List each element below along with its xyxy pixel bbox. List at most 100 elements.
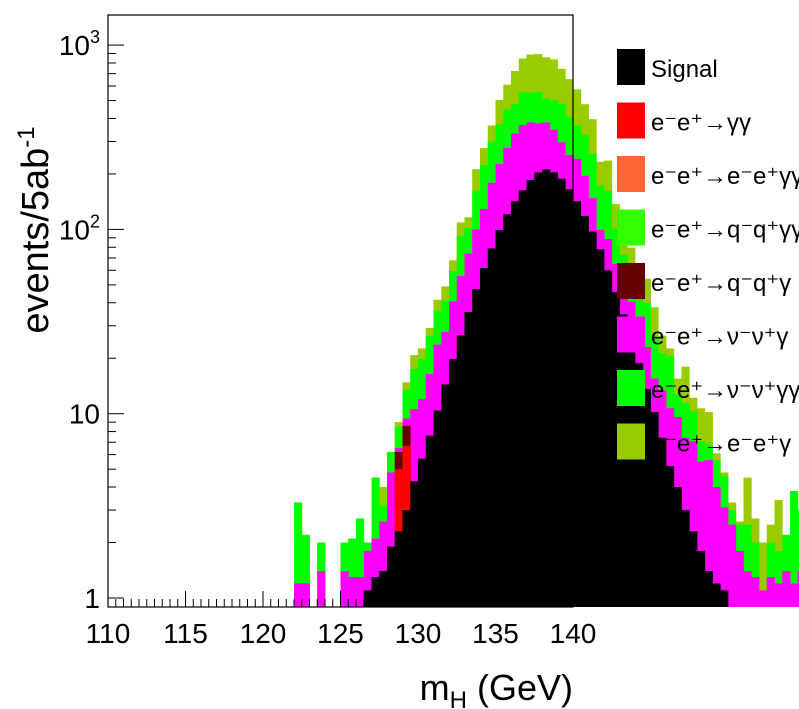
histogram-bar-Signal-52 [511, 201, 520, 607]
legend-swatch [617, 370, 645, 406]
histogram-bar-ee-vvg-76 [697, 461, 706, 607]
y-axis-title: events/5ab-1 [13, 126, 57, 333]
legend-swatch [617, 423, 645, 460]
histogram-bar-ee-vvg-25 [301, 583, 310, 607]
histogram-bar-Signal-78 [712, 583, 721, 607]
y-tick-label: 102 [59, 211, 100, 245]
histogram-bar-ee-vvgg-86 [774, 550, 783, 607]
x-axis-title-sub: H [450, 687, 467, 709]
x-tick-label: 125 [317, 618, 364, 649]
y-tick-label: 1 [84, 583, 100, 614]
y-tick-label: 10 [69, 399, 100, 430]
histogram-bar-ee-vvg-84 [759, 590, 768, 607]
legend-swatch [617, 102, 645, 139]
histogram-bar-ee-vvg-86 [774, 583, 783, 607]
histogram-bar-Signal-41 [425, 435, 434, 607]
histogram-bar-Signal-79 [720, 590, 729, 607]
histogram-bar-ee-vvgg-85 [766, 542, 775, 607]
legend-label: e⁻e⁺→e⁻e⁺γ [651, 431, 791, 458]
x-axis-tick-labels: 110 115 120 125 130 135 140 [86, 618, 597, 649]
histogram-bar-Signal-71 [658, 437, 667, 607]
x-tick-label: 110 [86, 618, 131, 649]
histogram-bar-ee-vvg-30 [340, 571, 349, 607]
histogram-bar-Signal-48 [480, 268, 489, 607]
legend-label: e⁻e⁺→γγ [651, 110, 751, 137]
histogram-bar-Signal-51 [503, 214, 512, 607]
histogram-bar-ee-vvgg-24 [294, 502, 303, 607]
x-tick-label: 120 [240, 618, 287, 649]
histogram-bar-Signal-46 [464, 312, 473, 607]
histogram-bar-Signal-53 [518, 190, 527, 607]
histogram-bar-ee-vvg-32 [356, 577, 365, 607]
legend-swatch [617, 316, 645, 353]
histogram-bar-Signal-64 [604, 270, 613, 607]
histogram-bar-ee-vvgg-25 [301, 534, 310, 607]
histogram-bar-Signal-63 [596, 249, 605, 608]
histogram-bar-Signal-42 [433, 410, 442, 607]
histogram-bar-ee-vvg-80 [728, 524, 737, 607]
histogram-bar-ee-vvgg-31 [348, 538, 357, 607]
legend-label: Signal [651, 56, 718, 83]
histogram-bar-ee-vvg-82 [743, 571, 752, 607]
histogram-bar-ee-vvg-88 [790, 583, 799, 607]
histogram-bar-Signal-57 [549, 172, 558, 607]
histogram-bar-ee-vvg-36 [387, 472, 396, 607]
y-tick-label: 103 [59, 27, 100, 61]
histogram-bar-Signal-56 [542, 169, 551, 607]
histogram-bar-ee-vvg-78 [712, 487, 721, 607]
histogram-bar-ee-vvg-75 [689, 441, 698, 607]
histogram-bar-Signal-49 [487, 248, 496, 607]
histogram-bar-ee-vvgg-87 [782, 534, 791, 607]
histogram-bar-Signal-59 [565, 189, 574, 607]
histogram-bar-Signal-76 [697, 550, 706, 607]
histogram-bar-Signal-50 [495, 230, 504, 608]
histogram-bar-Signal-38 [402, 510, 411, 607]
x-axis-ticks [107, 591, 574, 607]
histogram-bar-Signal-61 [580, 215, 589, 607]
legend-label: e⁻e⁺→ν⁻ν⁺γγ [651, 377, 799, 404]
legend-label: e⁻e⁺→q⁻q⁺γ [651, 270, 791, 297]
histogram-bar-Signal-77 [704, 571, 713, 607]
histogram-bar-Signal-37 [394, 531, 403, 607]
y-axis-title-main: events/5ab [15, 148, 57, 334]
x-tick-label: 140 [550, 618, 597, 649]
histogram-bar-ee-vvg-35 [379, 521, 388, 607]
histogram-bar-Signal-40 [418, 458, 427, 607]
histogram-bar-Signal-35 [379, 571, 388, 607]
legend-swatch [617, 209, 645, 246]
legend-swatch [617, 263, 645, 299]
histogram-bar-Signal-66 [619, 314, 628, 607]
histogram-bar-ee-vvg-87 [782, 571, 791, 607]
histogram-bar-Signal-54 [526, 179, 535, 608]
y-axis-ticks [108, 44, 124, 599]
histogram-bar-ee-vvg-85 [766, 577, 775, 607]
x-axis-title-main: m [420, 667, 450, 708]
histogram-bar-Signal-33 [363, 590, 372, 607]
histogram-bar-ee-vvg-77 [704, 460, 713, 607]
histogram-bar-ee-vvg-79 [720, 507, 729, 607]
x-tick-label: 135 [472, 618, 519, 649]
histogram-bar-Signal-67 [627, 340, 636, 607]
histogram-bar-ee-eeg-84 [759, 542, 768, 607]
histogram-bar-Signal-44 [449, 359, 458, 607]
legend-label: e⁻e⁺→ν⁻ν⁺γ [651, 324, 788, 351]
y-axis-title-sup: -1 [13, 126, 40, 147]
x-tick-label: 130 [395, 618, 442, 649]
histogram-bar-Signal-62 [588, 231, 597, 607]
histogram-bar-ee-vvgg-89 [797, 510, 799, 607]
legend-swatch [617, 156, 645, 192]
histogram-bar-Signal-74 [681, 510, 690, 607]
histogram-bar-Signal-34 [371, 577, 380, 607]
histogram-bar-ee-vvg-34 [371, 538, 380, 607]
x-axis-title-rest: (GeV) [467, 667, 573, 708]
histogram-bar-Signal-47 [472, 289, 481, 607]
histogram-bar-Signal-70 [650, 412, 659, 607]
histogram-bar-ee-vvg-81 [735, 550, 744, 607]
histogram-bar-ee-vvg-83 [751, 577, 760, 607]
histogram-bar-ee-vvgg-82 [743, 524, 752, 607]
legend-label: e⁻e⁺→q⁻q⁺γγ [651, 217, 799, 244]
histogram-bar-Signal-60 [573, 201, 582, 607]
histogram-bar-ee-vvgg-88 [790, 491, 799, 607]
histogram-bar-Signal-36 [387, 546, 396, 607]
